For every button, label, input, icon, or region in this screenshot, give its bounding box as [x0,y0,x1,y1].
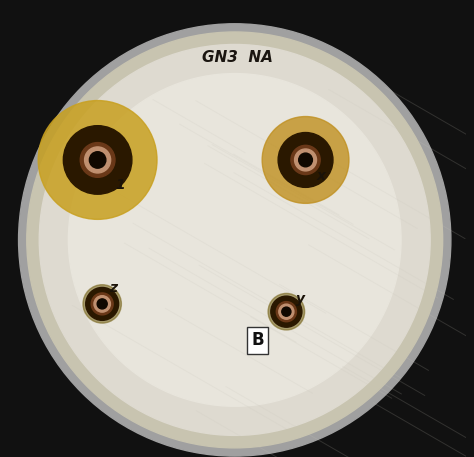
Circle shape [291,145,320,175]
Circle shape [294,149,317,171]
Circle shape [91,293,113,315]
Text: 1: 1 [116,178,125,192]
Circle shape [97,299,107,309]
Text: y: y [296,292,305,306]
Circle shape [282,307,291,316]
Text: x: x [317,169,326,183]
Circle shape [276,302,296,322]
Ellipse shape [68,74,401,406]
Circle shape [83,285,121,323]
Circle shape [90,152,106,168]
Circle shape [299,153,312,167]
Text: z: z [109,281,118,295]
Circle shape [262,117,349,203]
Circle shape [268,293,305,330]
Circle shape [94,296,110,312]
Circle shape [278,133,333,187]
Circle shape [80,143,115,177]
Circle shape [64,126,132,194]
Circle shape [279,304,294,319]
Circle shape [86,287,118,320]
Circle shape [84,147,110,173]
Text: GN3  NA: GN3 NA [201,50,273,64]
Circle shape [271,296,302,327]
Ellipse shape [18,24,451,456]
Ellipse shape [27,32,443,448]
Text: B: B [251,331,264,350]
Ellipse shape [39,44,430,436]
Circle shape [38,101,157,219]
